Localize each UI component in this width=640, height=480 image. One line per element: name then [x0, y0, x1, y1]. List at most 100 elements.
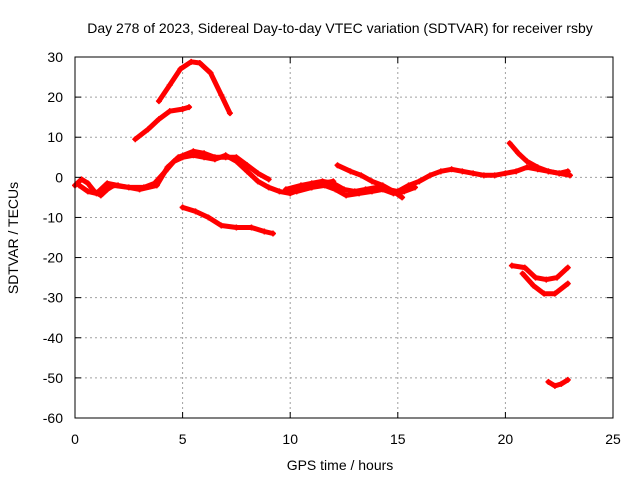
- data-point: [519, 270, 526, 277]
- data-point: [416, 178, 423, 185]
- data-point: [254, 178, 261, 185]
- data-point: [545, 168, 552, 175]
- data-point: [166, 82, 173, 89]
- data-point: [556, 170, 563, 177]
- series-trace-4: [132, 104, 192, 142]
- data-point: [506, 140, 513, 147]
- data-point: [254, 170, 261, 177]
- data-point: [390, 190, 397, 197]
- data-point: [545, 378, 552, 385]
- x-tick-label: 20: [498, 431, 514, 447]
- data-point: [104, 186, 111, 193]
- data-point: [332, 186, 339, 193]
- data-point: [502, 170, 509, 177]
- data-point: [523, 164, 530, 171]
- data-point: [115, 182, 122, 189]
- data-point: [104, 180, 111, 187]
- data-point: [269, 230, 276, 237]
- data-point: [541, 290, 548, 297]
- data-point: [282, 186, 289, 193]
- data-point: [515, 150, 522, 157]
- data-point: [287, 190, 294, 197]
- y-tick-label: 0: [55, 169, 63, 185]
- data-point: [427, 172, 434, 179]
- data-point: [155, 98, 162, 105]
- data-point: [84, 188, 91, 195]
- data-point: [166, 108, 173, 115]
- data-point: [207, 70, 214, 77]
- data-point: [530, 282, 537, 289]
- data-point: [155, 116, 162, 123]
- x-tick-label: 25: [605, 431, 621, 447]
- data-point: [448, 166, 455, 173]
- data-point: [534, 164, 541, 171]
- series-trace-12: [545, 377, 571, 389]
- data-point: [265, 176, 272, 183]
- y-tick-label: -50: [43, 370, 63, 386]
- data-point: [201, 150, 208, 157]
- data-point: [297, 182, 304, 189]
- data-point: [188, 58, 195, 65]
- data-point: [513, 168, 520, 175]
- data-point: [265, 184, 272, 191]
- data-point: [244, 168, 251, 175]
- data-point: [356, 190, 363, 197]
- data-point: [248, 224, 255, 231]
- data-point: [175, 154, 182, 161]
- data-point: [76, 182, 83, 189]
- series-trace-3: [156, 59, 233, 116]
- y-tick-label: 10: [47, 129, 63, 145]
- data-point: [293, 188, 300, 195]
- data-point: [564, 168, 571, 175]
- data-point: [153, 182, 160, 189]
- grid-lines: [75, 57, 613, 418]
- data-point: [399, 194, 406, 201]
- y-tick-label: -20: [43, 250, 63, 266]
- data-point: [179, 204, 186, 211]
- data-point: [132, 136, 139, 143]
- data-series: [72, 58, 573, 389]
- data-point: [368, 188, 375, 195]
- data-point: [190, 148, 197, 155]
- data-point: [459, 168, 466, 175]
- data-point: [554, 274, 561, 281]
- data-point: [437, 168, 444, 175]
- data-point: [164, 164, 171, 171]
- data-point: [84, 180, 91, 187]
- data-point: [222, 154, 229, 161]
- data-point: [368, 178, 375, 185]
- x-tick-label: 10: [282, 431, 298, 447]
- data-point: [379, 186, 386, 193]
- y-tick-label: 30: [47, 49, 63, 65]
- data-point: [205, 214, 212, 221]
- data-point: [358, 172, 365, 179]
- y-tick-label: 20: [47, 89, 63, 105]
- y-axis-label: SDTVAR / TECUs: [5, 182, 21, 294]
- data-point: [186, 104, 193, 111]
- x-tick-label: 15: [390, 431, 406, 447]
- data-point: [276, 188, 283, 195]
- data-point: [218, 222, 225, 229]
- y-tick-label: -60: [43, 410, 63, 426]
- data-point: [334, 162, 341, 169]
- data-point: [347, 168, 354, 175]
- data-point: [412, 184, 419, 191]
- data-point: [226, 110, 233, 117]
- data-point: [543, 276, 550, 283]
- data-point: [145, 126, 152, 133]
- data-point: [480, 172, 487, 179]
- data-point: [564, 280, 571, 287]
- data-point: [97, 192, 104, 199]
- y-tick-label: -40: [43, 330, 63, 346]
- data-point: [551, 290, 558, 297]
- x-tick-label: 5: [179, 431, 187, 447]
- data-point: [401, 188, 408, 195]
- data-point: [470, 170, 477, 177]
- data-point: [192, 208, 199, 215]
- data-point: [551, 382, 558, 389]
- data-point: [564, 376, 571, 383]
- data-point: [566, 172, 573, 179]
- data-point: [532, 274, 539, 281]
- data-point: [261, 228, 268, 235]
